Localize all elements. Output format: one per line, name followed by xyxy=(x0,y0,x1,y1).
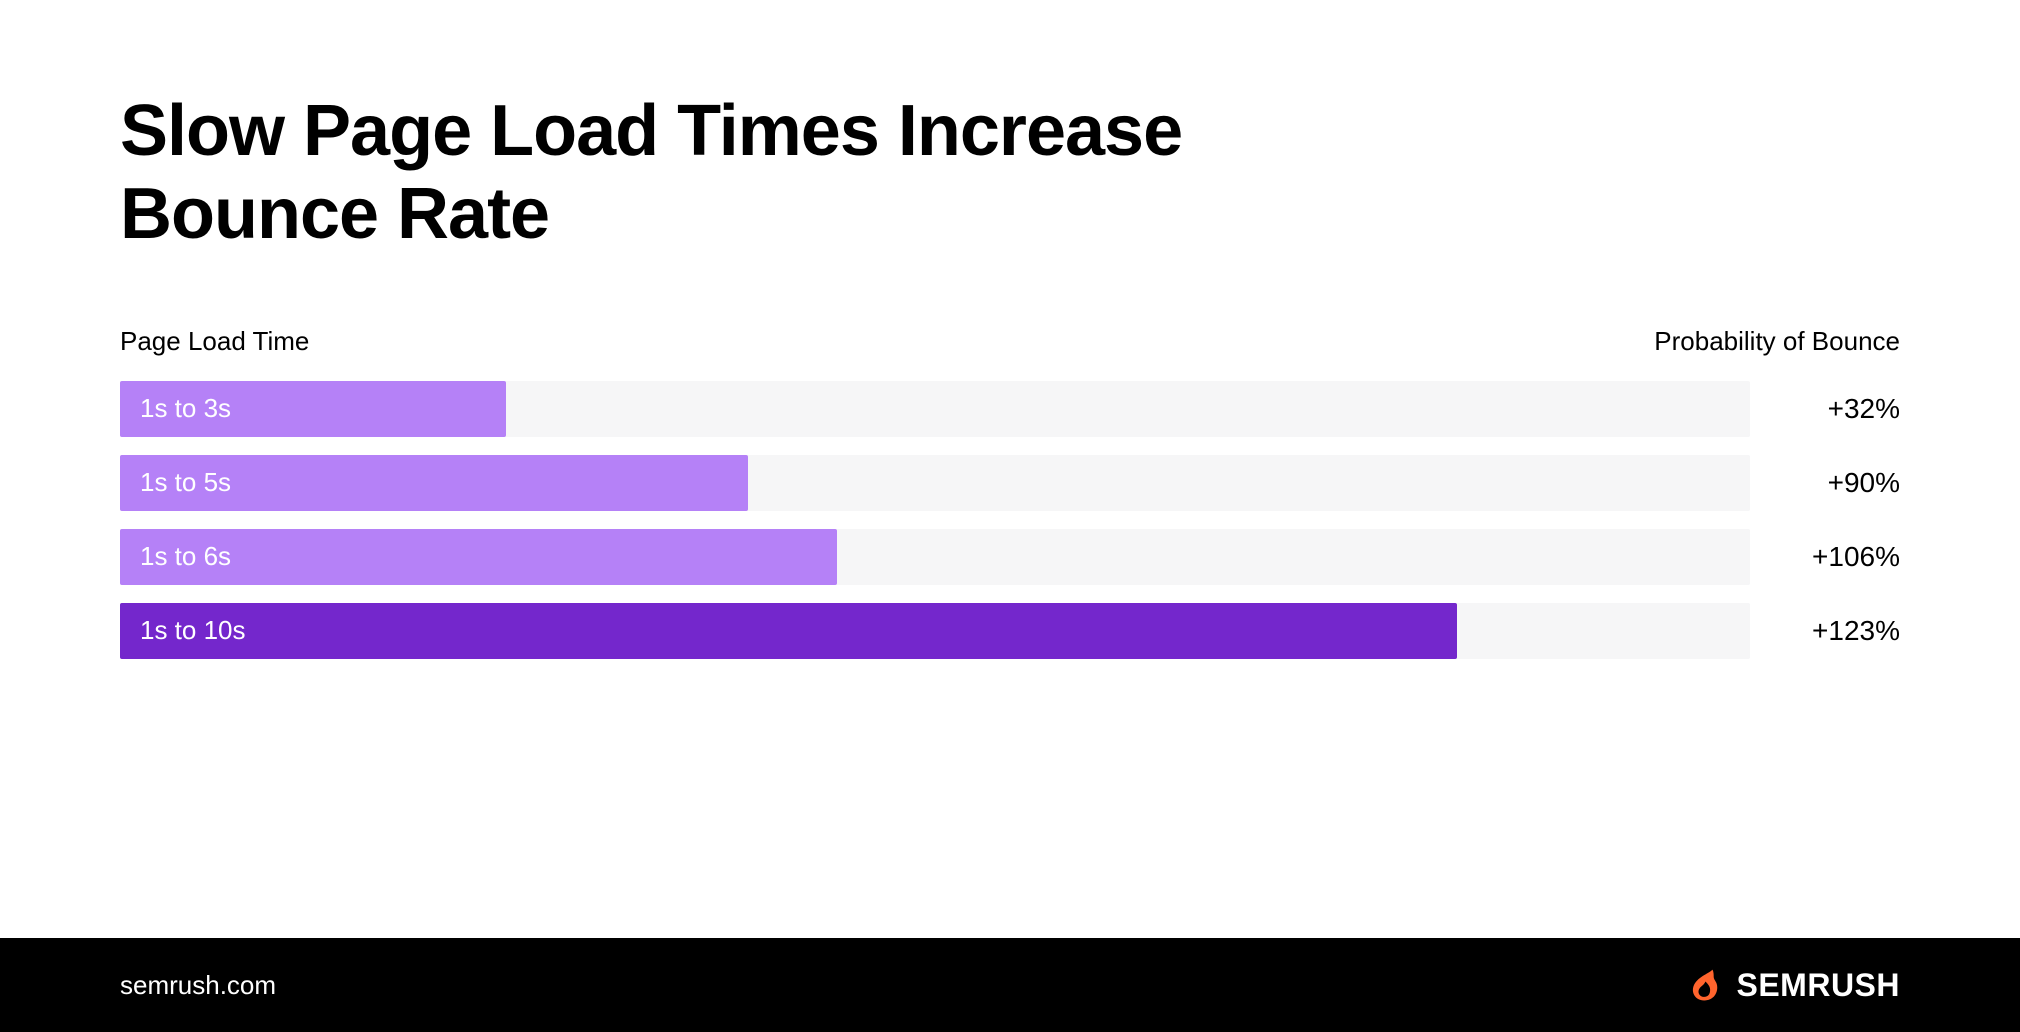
chart-title: Slow Page Load Times Increase Bounce Rat… xyxy=(120,90,1320,256)
bar-fill: 1s to 6s xyxy=(120,529,837,585)
bar-fill: 1s to 3s xyxy=(120,381,506,437)
bar-value: +90% xyxy=(1780,467,1900,499)
flame-icon xyxy=(1684,966,1722,1004)
chart-row: 1s to 6s +106% xyxy=(120,529,1900,585)
bar-value: +32% xyxy=(1780,393,1900,425)
bar-label: 1s to 6s xyxy=(140,541,231,572)
right-axis-label: Probability of Bounce xyxy=(1654,326,1900,357)
bar-track: 1s to 3s xyxy=(120,381,1750,437)
bar-value: +123% xyxy=(1780,615,1900,647)
bar-label: 1s to 10s xyxy=(140,615,246,646)
chart-row: 1s to 10s +123% xyxy=(120,603,1900,659)
bar-label: 1s to 5s xyxy=(140,467,231,498)
chart-rows: 1s to 3s+32%1s to 5s+90%1s to 6s+106%1s … xyxy=(120,381,1900,659)
chart-header: Page Load Time Probability of Bounce xyxy=(120,326,1900,357)
bar-fill: 1s to 5s xyxy=(120,455,748,511)
bar-value: +106% xyxy=(1780,541,1900,573)
chart-content: Slow Page Load Times Increase Bounce Rat… xyxy=(0,0,2020,938)
chart-row: 1s to 5s +90% xyxy=(120,455,1900,511)
brand-name: SEMRUSH xyxy=(1736,967,1900,1004)
footer-site: semrush.com xyxy=(120,970,276,1001)
left-axis-label: Page Load Time xyxy=(120,326,309,357)
brand: SEMRUSH xyxy=(1684,966,1900,1004)
bar-track: 1s to 10s xyxy=(120,603,1750,659)
bar-track: 1s to 6s xyxy=(120,529,1750,585)
bar-fill: 1s to 10s xyxy=(120,603,1457,659)
bar-label: 1s to 3s xyxy=(140,393,231,424)
chart-row: 1s to 3s +32% xyxy=(120,381,1900,437)
bar-track: 1s to 5s xyxy=(120,455,1750,511)
footer-bar: semrush.com SEMRUSH xyxy=(0,938,2020,1032)
